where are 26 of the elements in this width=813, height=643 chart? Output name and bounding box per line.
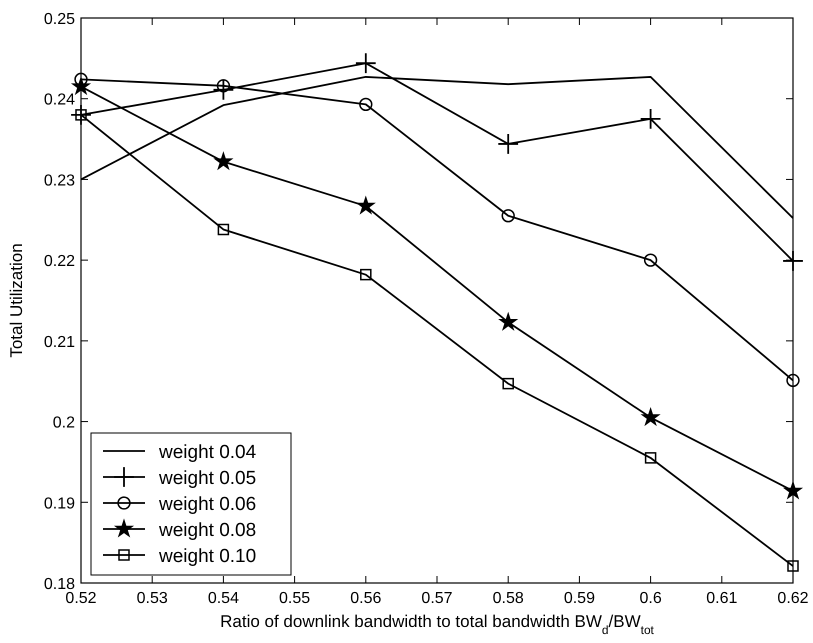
legend-label: weight 0.06 [158, 494, 256, 515]
y-tick-label: 0.21 [44, 334, 76, 351]
x-tick-label: 0.6 [639, 590, 662, 607]
x-tick-label: 0.52 [65, 590, 97, 607]
y-tick-label: 0.19 [44, 495, 76, 512]
legend-label: weight 0.08 [158, 520, 256, 541]
x-tick-label: 0.57 [421, 590, 453, 607]
x-tick-label: 0.59 [564, 590, 596, 607]
y-tick-label: 0.22 [44, 253, 76, 270]
x-tick-label: 0.54 [208, 590, 240, 607]
y-tick-label: 0.24 [44, 92, 76, 109]
x-tick-label: 0.53 [136, 590, 168, 607]
legend-label: weight 0.10 [158, 546, 256, 567]
x-tick-label: 0.55 [279, 590, 310, 607]
y-tick-label: 0.18 [44, 576, 76, 593]
x-axis-title: Ratio of downlink bandwidth to total bandwidth BW$_{d}$/BW$_{tot}$ [220, 612, 655, 637]
x-tick-label: 0.61 [706, 590, 738, 607]
y-tick-label: 0.2 [52, 414, 76, 432]
legend-label: weight 0.04 [158, 442, 257, 463]
y-tick-label: 0.25 [44, 11, 76, 28]
legend-label: weight 0.05 [158, 468, 256, 489]
y-axis-title: Total Utilization [7, 243, 26, 358]
x-tick-label: 0.58 [492, 590, 524, 607]
y-tick-label: 0.23 [44, 172, 76, 190]
x-tick-label: 0.62 [777, 590, 809, 607]
x-tick-label: 0.56 [350, 590, 382, 607]
